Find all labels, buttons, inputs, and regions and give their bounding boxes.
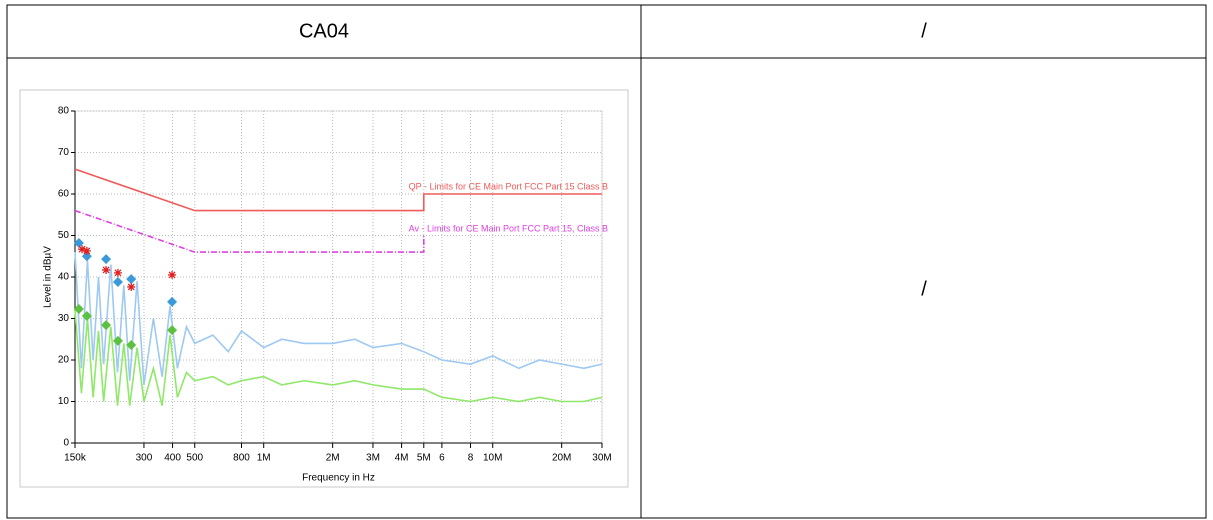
marker: [127, 282, 136, 291]
marker: [126, 274, 137, 285]
marker: [167, 296, 178, 307]
x-tick-label: 10M: [483, 453, 502, 464]
y-tick-label: 40: [58, 272, 70, 283]
x-tick-label: 800: [233, 453, 250, 464]
y-tick-label: 20: [58, 355, 70, 366]
y-tick-label: 0: [63, 438, 69, 449]
marker: [101, 254, 112, 265]
x-tick-label: 300: [136, 453, 153, 464]
x-tick-label: 150k: [64, 453, 87, 464]
annotation: QP - Limits for CE Main Port FCC Part 15…: [409, 181, 608, 191]
x-tick-label: 4M: [395, 453, 409, 464]
x-tick-label: 1M: [257, 453, 271, 464]
x-tick-label: 6: [439, 453, 445, 464]
marker: [112, 335, 123, 346]
body-cell: /: [921, 278, 927, 300]
x-tick-label: 5M: [417, 453, 431, 464]
marker: [82, 246, 91, 255]
chart: 0 10 20 30 40 50 60 70 80 150k 300 400 500 800 1M 2M 3M 4…: [43, 106, 612, 484]
y-tick-label: 60: [58, 189, 70, 200]
x-tick-label: 2M: [326, 453, 340, 464]
series-line: [74, 310, 603, 406]
y-tick-label: 10: [58, 396, 70, 407]
marker: [112, 276, 123, 287]
header-cell: CA04: [299, 20, 349, 42]
marker: [102, 265, 111, 274]
marker: [73, 303, 84, 314]
x-axis-label: Frequency in Hz: [302, 473, 375, 484]
marker: [126, 340, 137, 351]
x-tick-label: 8: [468, 453, 474, 464]
marker: [78, 245, 87, 254]
x-tick-label: 30M: [592, 453, 611, 464]
marker: [113, 268, 122, 277]
x-tick-label: 400: [164, 453, 181, 464]
marker: [101, 320, 112, 331]
y-tick-label: 30: [58, 313, 70, 324]
y-tick-label: 50: [58, 230, 70, 241]
annotation: Av - Limits for CE Main Port FCC Part 15…: [409, 223, 608, 233]
y-tick-label: 70: [58, 147, 70, 158]
marker: [81, 311, 92, 322]
series-line: [74, 168, 602, 212]
x-tick-label: 20M: [552, 453, 571, 464]
header-cell: /: [921, 20, 927, 42]
x-tick-label: 3M: [366, 453, 380, 464]
series-line: [74, 209, 425, 253]
marker: [168, 270, 177, 279]
series-line: [74, 252, 603, 386]
y-tick-label: 80: [58, 106, 70, 117]
marker: [167, 325, 178, 336]
table-border: [6, 4, 1207, 519]
x-tick-label: 500: [186, 453, 203, 464]
y-axis-label: Level in dBµV: [43, 246, 54, 308]
